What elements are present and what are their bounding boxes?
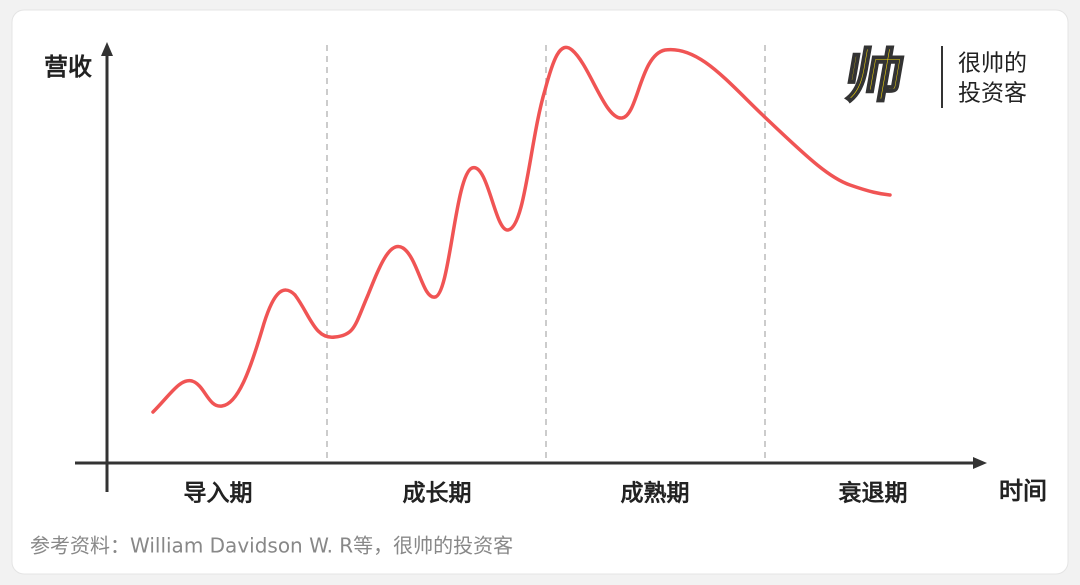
card xyxy=(11,9,1069,575)
y-arrow xyxy=(101,42,113,56)
stage-label: 导入期 xyxy=(184,481,253,507)
logo-line1: 很帅的 xyxy=(958,51,1027,77)
revenue-curve xyxy=(151,45,892,414)
stage-label: 衰退期 xyxy=(838,480,908,507)
logo-mark: 帅 xyxy=(840,42,910,109)
stage-dividers xyxy=(326,45,766,463)
logo: 帅 很帅的 投资客 xyxy=(839,41,1027,110)
stage-label: 成熟期 xyxy=(621,480,690,507)
x-arrow xyxy=(973,457,987,469)
logo-line2: 投资客 xyxy=(958,81,1027,107)
stage-label: 成长期 xyxy=(403,481,472,507)
x-axis-label: 时间 xyxy=(999,477,1047,505)
y-axis-label: 营收 xyxy=(44,53,92,81)
source-note: 参考资料：William Davidson W. R等，很帅的投资客 xyxy=(30,534,513,558)
